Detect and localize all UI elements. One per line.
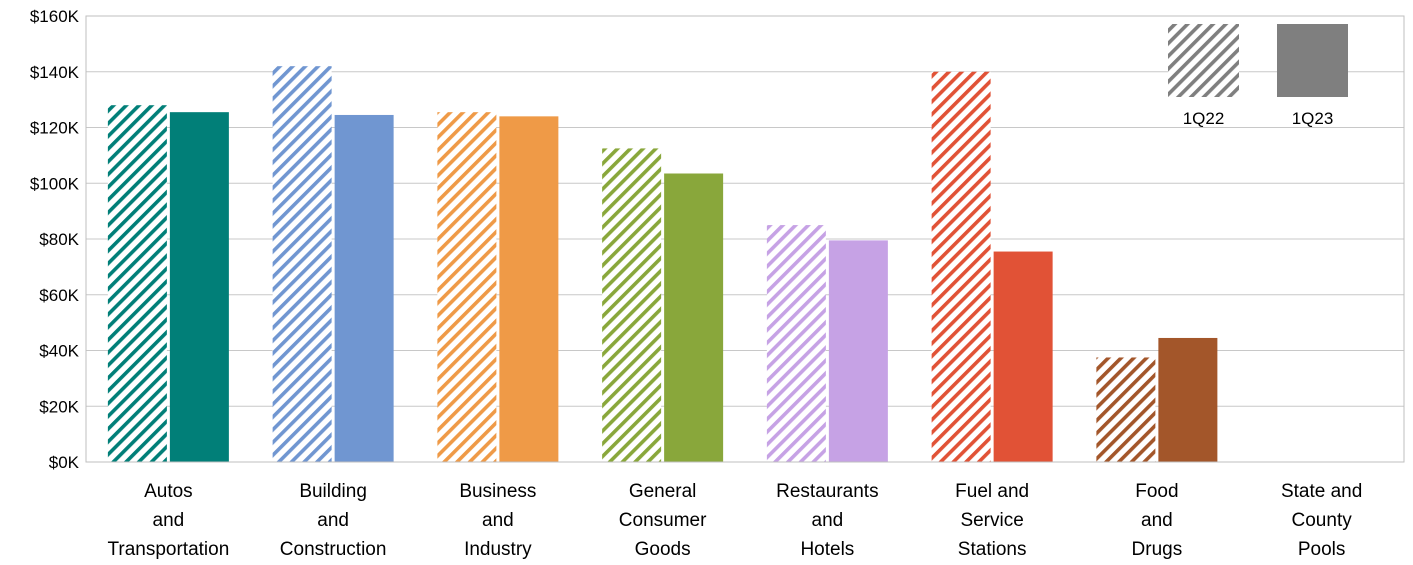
y-axis-tick-labels: $0K $20K $40K $60K $80K $100K $120K $140K $160K	[30, 7, 80, 472]
y-tick-label: $80K	[39, 230, 79, 249]
bar-1q22-0	[107, 105, 167, 462]
bar-1q23-2	[499, 116, 559, 462]
bar-1q22-2	[437, 112, 497, 462]
legend-label: 1Q23	[1292, 109, 1334, 128]
bar-1q22-3	[602, 148, 662, 462]
plot-area-border	[85, 15, 1405, 463]
x-category-label: Food and Drugs	[1132, 481, 1183, 560]
bar-1q22-6	[1096, 357, 1156, 462]
legend-swatch-1q22	[1168, 24, 1239, 97]
bars	[107, 66, 1218, 463]
y-tick-label: $120K	[30, 119, 80, 138]
legend-swatch-1q23	[1277, 24, 1348, 97]
bar-1q23-5	[993, 251, 1053, 462]
x-category-label: Restaurants and Hotels	[776, 481, 878, 560]
y-tick-label: $60K	[39, 286, 79, 305]
x-category-label: Building and Construction	[280, 481, 387, 560]
x-category-label: General Consumer Goods	[619, 481, 707, 560]
y-tick-label: $100K	[30, 174, 80, 193]
legend-label: 1Q22	[1183, 109, 1225, 128]
x-axis-category-labels: Autos and Transportation Building and Constru…	[107, 481, 1362, 560]
x-category-label: Autos and Transportation	[107, 481, 229, 560]
x-category-label: Fuel and Service Stations	[955, 481, 1029, 560]
y-tick-label: $0K	[49, 453, 80, 472]
x-category-label: State and County Pools	[1281, 481, 1362, 560]
y-tick-label: $40K	[39, 342, 79, 361]
y-tick-label: $140K	[30, 63, 80, 82]
bar-1q22-5	[931, 71, 991, 462]
bar-1q23-6	[1158, 337, 1218, 462]
bar-1q23-3	[664, 173, 724, 462]
bar-1q23-0	[169, 112, 229, 462]
bar-1q23-4	[828, 240, 888, 462]
x-category-label: Business and Industry	[459, 481, 536, 560]
y-tick-label: $20K	[39, 397, 79, 416]
bar-1q23-1	[334, 114, 394, 463]
bar-1q22-1	[272, 66, 332, 463]
bar-1q22-4	[766, 225, 826, 462]
y-tick-label: $160K	[30, 7, 80, 26]
legend: 1Q22 1Q23	[1168, 24, 1348, 128]
